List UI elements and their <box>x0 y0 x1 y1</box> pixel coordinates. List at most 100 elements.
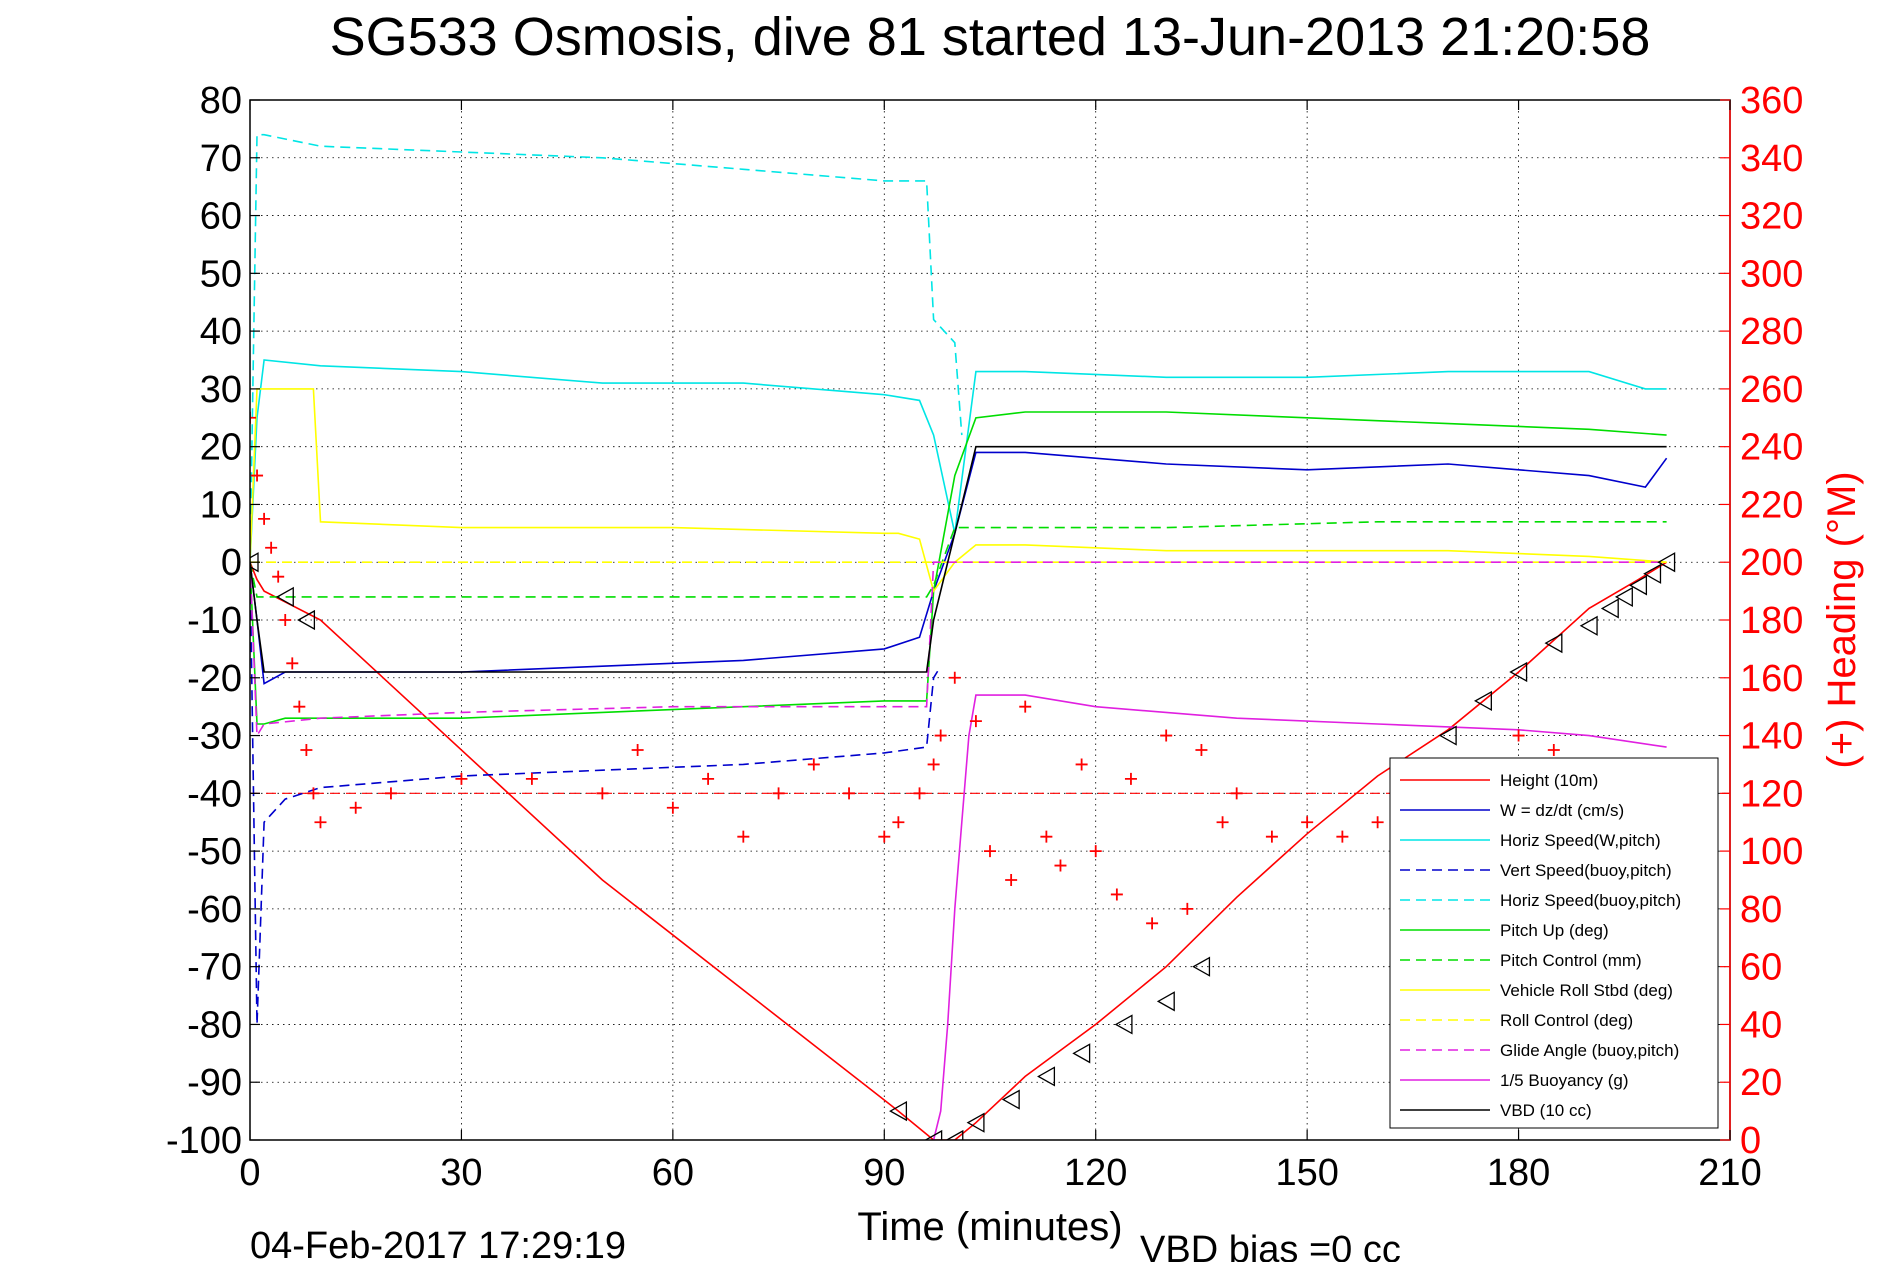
heading-point <box>934 729 947 742</box>
heading-point <box>1512 729 1525 742</box>
vbd-marker <box>966 1112 985 1133</box>
x-tick-label: 120 <box>1064 1152 1127 1194</box>
y-tick-label: 0 <box>221 542 242 584</box>
x-tick-label: 180 <box>1487 1152 1550 1194</box>
series-line-3 <box>250 359 1667 563</box>
legend-label: Horiz Speed(W,pitch) <box>1500 831 1661 850</box>
footer-note: VBD bias =0 cc <box>1140 1229 1401 1262</box>
heading-point <box>927 758 940 771</box>
heading-point <box>293 700 306 713</box>
legend-label: Pitch Control (mm) <box>1500 951 1642 970</box>
right-tick-label: 280 <box>1740 311 1803 353</box>
right-tick-label: 220 <box>1740 484 1803 526</box>
heading-point <box>843 787 856 800</box>
y-tick-label: 70 <box>200 138 242 180</box>
heading-point <box>702 772 715 785</box>
vbd-marker <box>889 1100 908 1122</box>
right-tick-label: 40 <box>1740 1004 1782 1046</box>
x-tick-label: 90 <box>863 1152 905 1194</box>
heading-point <box>1265 830 1278 843</box>
right-tick-label: 60 <box>1740 947 1782 989</box>
heading-point <box>666 801 679 814</box>
heading-point <box>1336 830 1349 843</box>
heading-point <box>272 570 285 583</box>
heading-point <box>1019 700 1032 713</box>
heading-point <box>1040 830 1053 843</box>
right-tick-label: 160 <box>1740 658 1803 700</box>
right-tick-label: 180 <box>1740 600 1803 642</box>
right-tick-label: 360 <box>1740 80 1803 122</box>
legend-label: VBD (10 cc) <box>1500 1101 1592 1120</box>
y-tick-label: -20 <box>187 658 242 700</box>
heading-point <box>384 787 397 800</box>
right-tick-label: 240 <box>1740 427 1803 469</box>
vbd-marker <box>1600 598 1619 619</box>
right-tick-label: 260 <box>1740 369 1803 411</box>
heading-point <box>913 787 926 800</box>
heading-point <box>1089 845 1102 858</box>
legend-label: Vert Speed(buoy,pitch) <box>1500 861 1672 880</box>
heading-point <box>948 671 961 684</box>
right-tick-label: 120 <box>1740 773 1803 815</box>
legend-label: Pitch Up (deg) <box>1500 921 1609 940</box>
vbd-marker <box>945 1129 964 1140</box>
heading-point <box>1195 744 1208 756</box>
vbd-marker <box>1474 690 1492 712</box>
x-axis-label: Time (minutes) <box>857 1205 1122 1249</box>
series-line-12 <box>250 445 1667 673</box>
legend-label: W = dz/dt (cm/s) <box>1500 801 1624 820</box>
x-tick-label: 0 <box>239 1152 260 1194</box>
heading-point <box>1146 917 1159 930</box>
heading-point <box>772 787 785 800</box>
heading-point <box>1160 729 1173 742</box>
legend: Height (10m) W = dz/dt (cm/s) Horiz Speed(… <box>1389 757 1719 1129</box>
vbd-marker <box>1001 1089 1020 1110</box>
y-tick-label: -30 <box>187 716 242 758</box>
vbd-marker <box>1544 632 1563 654</box>
heading-point <box>1547 744 1560 756</box>
vbd-marker <box>1643 563 1662 584</box>
heading-point <box>279 614 292 626</box>
heading-point <box>1005 874 1018 886</box>
y-tick-label: 40 <box>200 311 242 353</box>
legend-label: Height (10m) <box>1500 771 1598 790</box>
y-tick-label: 20 <box>200 427 242 469</box>
heading-point <box>251 469 264 482</box>
series-line-10 <box>250 561 1667 739</box>
heading-point <box>258 512 271 525</box>
heading-point <box>984 845 996 858</box>
right-tick-label: 320 <box>1740 196 1803 238</box>
heading-point <box>1216 816 1229 829</box>
y-tick-label: 50 <box>200 253 242 295</box>
y-tick-label: -100 <box>166 1120 242 1162</box>
heading-point <box>300 744 313 756</box>
right-axis-label: (+) Heading (°M) <box>1820 471 1864 768</box>
vbd-marker <box>1192 956 1211 977</box>
heading-point <box>1301 816 1314 829</box>
heading-point <box>1054 859 1067 872</box>
right-tick-label: 140 <box>1740 716 1803 758</box>
vbd-marker <box>1509 661 1528 683</box>
series-line-5 <box>250 133 963 563</box>
y-tick-label: 60 <box>200 196 242 238</box>
vbd-marker <box>1156 991 1175 1012</box>
y-tick-label: 80 <box>200 80 242 122</box>
heading-point <box>307 787 320 800</box>
heading-point <box>349 801 362 814</box>
y-tick-label: -40 <box>187 773 242 815</box>
y-tick-label: -50 <box>187 831 242 873</box>
right-tick-label: 300 <box>1740 253 1803 295</box>
vbd-marker <box>1037 1066 1056 1087</box>
vbd-marker <box>275 586 294 608</box>
heading-point <box>286 657 299 670</box>
y-tick-label: -60 <box>187 889 242 931</box>
right-tick-label: 80 <box>1740 889 1782 931</box>
right-tick-label: 200 <box>1740 542 1803 584</box>
vbd-marker <box>924 1129 943 1140</box>
heading-point <box>265 541 278 554</box>
vbd-marker <box>1438 725 1457 746</box>
vbd-marker <box>1114 1014 1133 1035</box>
heading-point <box>596 787 609 800</box>
x-tick-label: 210 <box>1698 1152 1761 1194</box>
